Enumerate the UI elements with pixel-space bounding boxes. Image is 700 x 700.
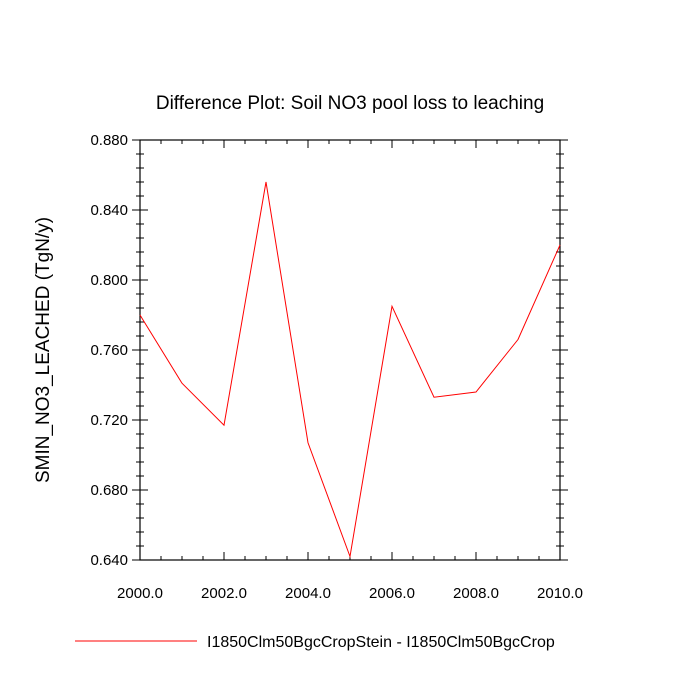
y-tick-label: 0.760	[90, 342, 128, 359]
plot-frame	[139, 139, 561, 561]
y-tick-label: 0.680	[90, 482, 128, 499]
y-tick-label: 0.720	[90, 412, 128, 429]
legend-label: I1850Clm50BgcCropStein - I1850Clm50BgcCr…	[207, 634, 555, 651]
chart-title: Difference Plot: Soil NO3 pool loss to l…	[156, 93, 544, 114]
plot-area: 2000.0 2002.0 2004.0 2006.0 2008.0 2010.0 0.64…	[90, 132, 582, 602]
y-tick-label: 0.800	[90, 272, 128, 289]
y-tick-label: 0.880	[90, 132, 128, 149]
x-tick-label: 2004.0	[285, 585, 331, 602]
y-axis-label: SMIN_NO3_LEACHED (TgN/y)	[33, 217, 54, 483]
x-tick-label: 2002.0	[201, 585, 247, 602]
x-tick-label: 2010.0	[537, 585, 583, 602]
legend: I1850Clm50BgcCropStein - I1850Clm50BgcCr…	[75, 634, 555, 651]
y-tick-label: 0.840	[90, 202, 128, 219]
x-tick-label: 2008.0	[453, 585, 499, 602]
y-tick-label: 0.640	[90, 552, 128, 569]
x-tick-label: 2006.0	[369, 585, 415, 602]
series-line	[139, 181, 561, 559]
x-tick-label: 2000.0	[117, 585, 163, 602]
